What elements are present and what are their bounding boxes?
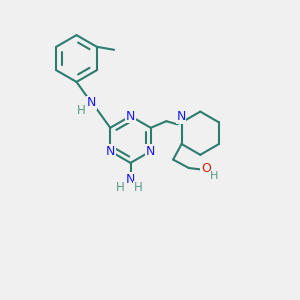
Text: N: N [176,110,186,124]
Text: N: N [146,145,155,158]
Text: H: H [134,181,142,194]
Text: H: H [116,181,124,194]
Text: H: H [210,171,218,181]
Text: O: O [201,162,211,176]
Text: N: N [126,173,135,186]
Text: H: H [76,103,85,117]
Text: N: N [126,110,135,123]
Text: N: N [87,96,96,110]
Text: N: N [106,145,115,158]
